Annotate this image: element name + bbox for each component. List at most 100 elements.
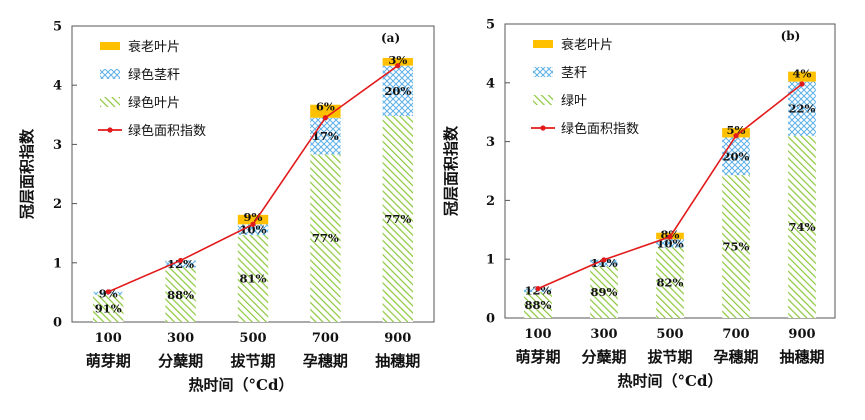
- x-axis-title: 热时间（°Cd）: [189, 376, 294, 394]
- bar-segment: [382, 57, 414, 66]
- line-point: [535, 286, 541, 292]
- y-tick-label: 4: [53, 79, 62, 94]
- data-label: 9%: [244, 210, 263, 224]
- bar-segment: [237, 234, 269, 322]
- line-point: [799, 81, 805, 87]
- data-label: 20%: [723, 149, 750, 163]
- legend-label: 衰老叶片: [561, 37, 613, 53]
- data-label: 12%: [167, 257, 194, 271]
- bar-segment: [788, 135, 816, 318]
- y-tick-label: 3: [486, 135, 495, 150]
- x-category-label: 分蘖期: [581, 348, 626, 366]
- y-tick-label: 4: [486, 76, 495, 91]
- chart-panel-b: 012345冠层面积指数88%12%89%11%82%10%8%75%20%5%…: [442, 18, 836, 390]
- bar-segment: [656, 247, 684, 318]
- bar-segment: [590, 259, 618, 267]
- bar-segment: [237, 224, 269, 235]
- bar-segment: [722, 175, 750, 318]
- data-label: 3%: [388, 53, 407, 67]
- bar-segment: [656, 239, 684, 248]
- x-tick-label: 700: [722, 327, 749, 342]
- line-point: [601, 257, 607, 263]
- y-axis-title: 冠层面积指数: [18, 128, 36, 219]
- panel-tag: (b): [781, 29, 801, 43]
- data-label: 5%: [727, 123, 746, 137]
- bar-segment: [310, 154, 341, 322]
- data-label: 82%: [657, 276, 684, 290]
- x-tick-label: 900: [788, 327, 815, 342]
- line-point: [105, 289, 111, 295]
- y-tick-label: 5: [486, 18, 495, 33]
- x-tick-label: 300: [167, 331, 194, 346]
- x-category-label: 萌芽期: [86, 352, 131, 370]
- bar-segment: [524, 292, 552, 318]
- data-label: 74%: [789, 220, 816, 234]
- legend-label: 茎秆: [561, 66, 587, 81]
- x-tick-label: 500: [239, 331, 266, 346]
- x-category-label: 拔节期: [230, 352, 275, 370]
- y-tick-label: 5: [53, 20, 62, 35]
- legend-label: 绿色茎秆: [128, 67, 180, 83]
- bar-segment: [382, 65, 414, 116]
- line-point: [178, 257, 184, 264]
- chart-panel-a: 012345冠层面积指数91%9%88%12%81%10%9%77%17%6%7…: [18, 20, 435, 394]
- line-point: [322, 115, 328, 121]
- data-label: 17%: [312, 129, 339, 143]
- y-tick-label: 0: [486, 312, 495, 327]
- y-tick-label: 3: [53, 138, 62, 153]
- x-tick-label: 100: [524, 327, 551, 342]
- legend-marker: [540, 125, 546, 131]
- x-tick-label: 100: [95, 331, 122, 346]
- x-category-label: 孕穗期: [303, 352, 348, 370]
- bar-segment: [722, 128, 750, 138]
- x-category-label: 孕穗期: [713, 348, 758, 366]
- legend-label: 衰老叶片: [128, 39, 180, 55]
- y-tick-label: 1: [53, 256, 62, 271]
- legend-marker: [107, 127, 113, 133]
- legend-swatch: [100, 97, 120, 107]
- y-tick-label: 1: [486, 253, 495, 268]
- data-label: 88%: [525, 298, 552, 312]
- y-tick-label: 2: [53, 197, 62, 212]
- legend-label: 绿叶: [561, 94, 587, 109]
- x-category-label: 抽穗期: [375, 352, 420, 370]
- data-label: 11%: [591, 256, 618, 270]
- bar-segment: [310, 104, 341, 118]
- legend-swatch: [533, 95, 553, 105]
- legend-swatch: [533, 67, 553, 77]
- line-point: [395, 63, 401, 69]
- data-label: 4%: [793, 67, 812, 81]
- legend-swatch: [100, 42, 120, 50]
- data-label: 91%: [95, 301, 122, 315]
- legend-label: 绿色面积指数: [561, 121, 639, 137]
- line-point: [250, 221, 256, 227]
- legend-label: 绿色叶片: [128, 95, 180, 111]
- data-label: 10%: [240, 223, 267, 237]
- bar-segment: [92, 294, 124, 322]
- data-label: 22%: [789, 102, 816, 116]
- panel-tag: (a): [381, 31, 400, 45]
- x-tick-label: 900: [384, 331, 411, 346]
- x-category-label: 萌芽期: [515, 348, 560, 366]
- legend-swatch: [533, 40, 553, 48]
- x-category-label: 分蘖期: [158, 352, 203, 370]
- data-label: 81%: [240, 271, 267, 285]
- line-point: [667, 234, 673, 240]
- data-label: 89%: [591, 285, 618, 299]
- x-category-label: 拔节期: [647, 348, 692, 366]
- legend-label: 绿色面积指数: [128, 123, 206, 139]
- x-tick-label: 700: [312, 331, 339, 346]
- bar-segment: [788, 71, 816, 82]
- y-tick-label: 0: [53, 316, 62, 331]
- y-tick-label: 2: [486, 194, 495, 209]
- line-point: [733, 133, 739, 139]
- data-label: 75%: [723, 240, 750, 254]
- data-label: 77%: [312, 231, 339, 245]
- data-label: 88%: [167, 288, 194, 302]
- bar-segment: [590, 266, 618, 318]
- bar-segment: [310, 117, 341, 155]
- bar-segment: [165, 267, 196, 322]
- data-label: 77%: [384, 212, 411, 226]
- bar-segment: [382, 115, 414, 322]
